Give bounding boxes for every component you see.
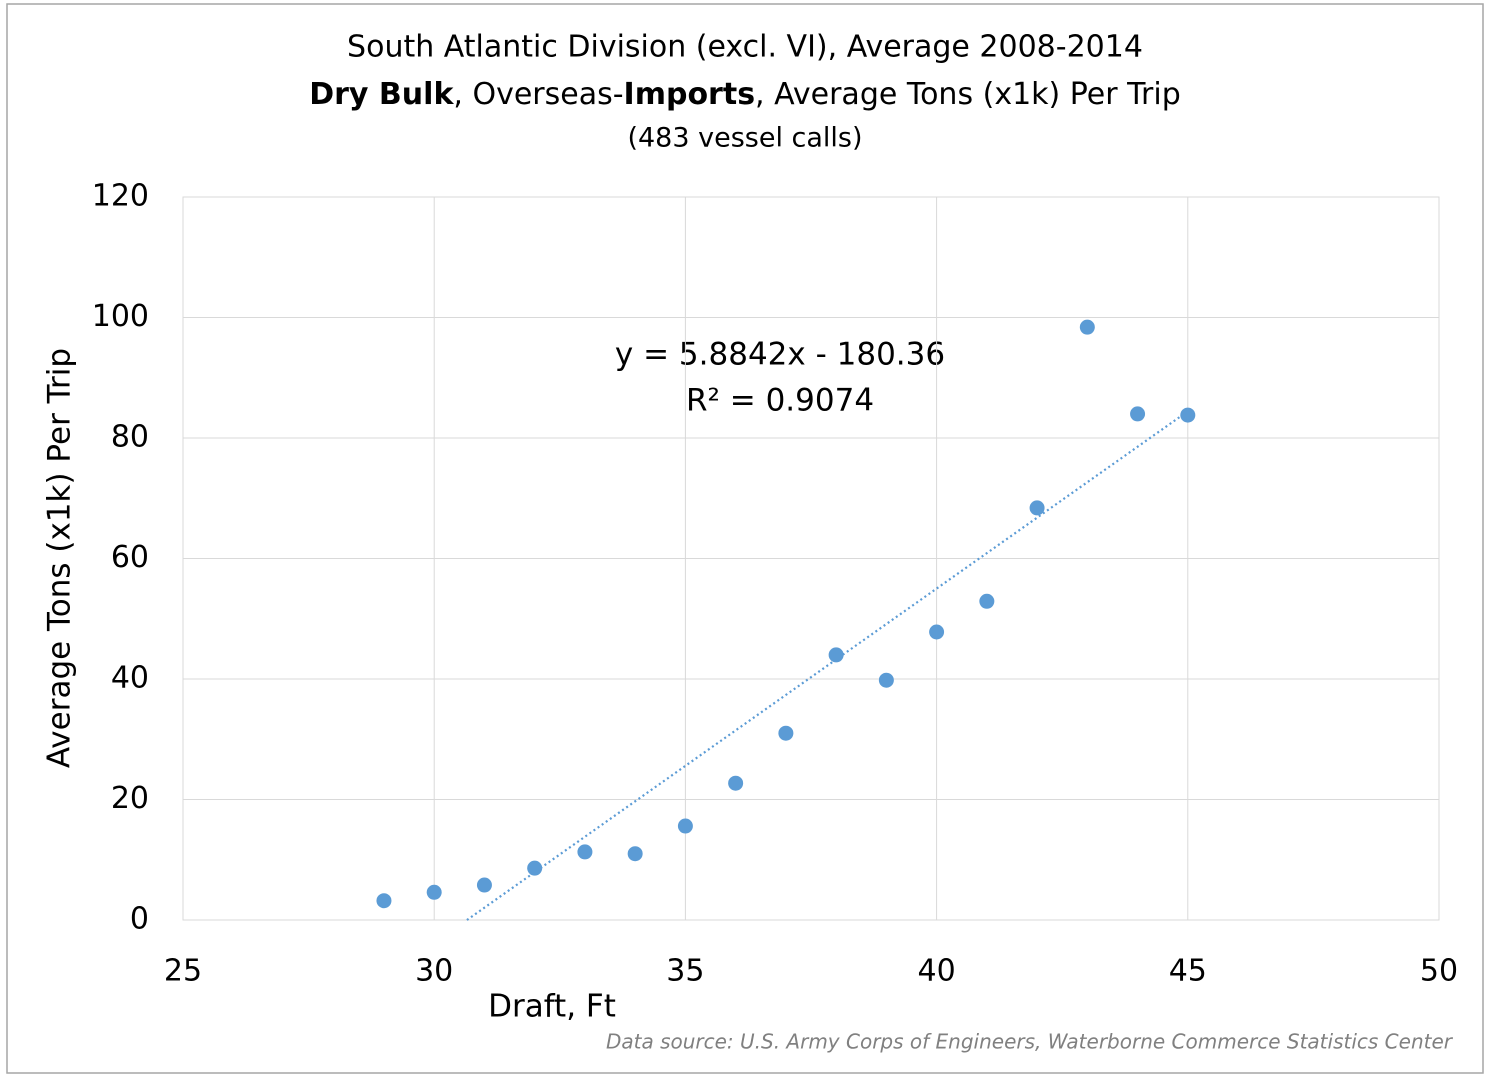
y-axis-label: Average Tons (x1k) Per Trip [42,348,78,768]
point [577,844,593,860]
point [979,593,995,609]
y-tick-label: 0 [130,902,149,937]
y-tick-label: 40 [111,661,149,696]
subtitle-part: , Overseas- [453,77,623,112]
x-tick-label: 50 [1420,954,1458,989]
chart-subtitle: Dry Bulk, Overseas-Imports, Average Tons… [309,77,1181,112]
x-tick-label: 35 [666,954,704,989]
trend-equation: y = 5.8842x - 180.36 [615,337,945,373]
point [627,846,643,862]
subtitle-part: Imports [624,77,756,112]
point [677,818,693,834]
point [828,647,844,663]
source-note: Data source: U.S. Army Corps of Engineer… [606,1030,1454,1054]
trendline [466,410,1189,921]
point [376,893,392,909]
point [728,775,744,791]
trend-r2: R² = 0.9074 [686,383,874,419]
point [778,725,794,741]
chart-title: South Atlantic Division (excl. VI), Aver… [347,30,1143,65]
x-tick-label: 40 [918,954,956,989]
y-tick-label: 100 [92,299,149,334]
y-tick-label: 80 [111,420,149,455]
x-axis-label: Draft, Ft [488,989,616,1025]
chart-frame [6,3,1484,1074]
point [426,884,442,900]
y-tick-label: 60 [111,540,149,575]
subtitle-part: Dry Bulk [309,77,454,112]
point [1029,500,1045,516]
point [1079,319,1095,335]
point [476,877,492,893]
subtitle-part: , Average Tons (x1k) Per Trip [755,77,1181,112]
x-tick-label: 45 [1169,954,1207,989]
x-tick-label: 30 [415,954,453,989]
chart-subtitle-2: (483 vessel calls) [627,123,862,154]
x-tick-label: 25 [164,954,202,989]
y-tick-label: 120 [92,179,149,214]
point [1180,407,1196,423]
point [929,624,945,640]
point [527,860,543,876]
point [1130,406,1146,422]
y-tick-label: 20 [111,781,149,816]
point [878,672,894,688]
